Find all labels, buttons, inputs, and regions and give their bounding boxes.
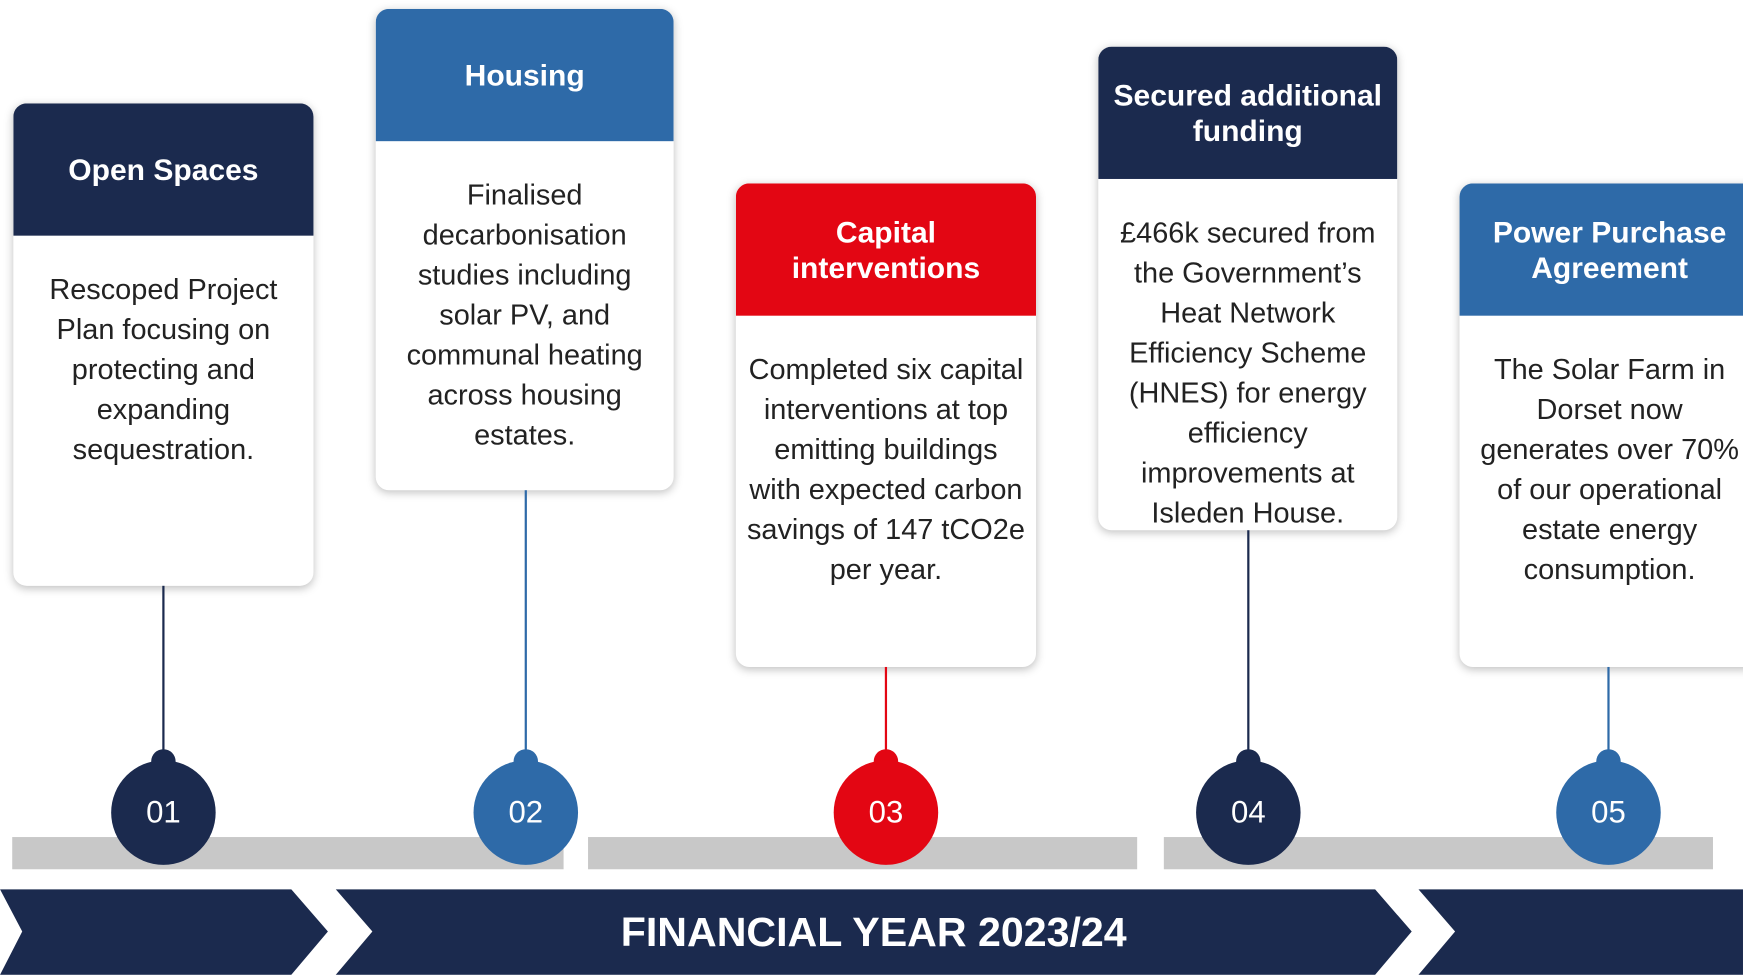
- card-title: Housing: [375, 8, 674, 142]
- chevron: [335, 889, 1412, 975]
- card-title: Open Spaces: [13, 103, 314, 236]
- card-title: Secured additional funding: [1098, 46, 1398, 179]
- card-body: Finalised decarbonisation studies includ…: [406, 177, 643, 452]
- card: Capital interventions Completed six capit…: [735, 183, 1037, 667]
- step-number: 02: [473, 760, 579, 865]
- card-body: £466k secured from the Government’s Heat…: [1120, 215, 1376, 530]
- card-body: Completed six capital interventions at t…: [746, 352, 1025, 586]
- step-number: 01: [111, 760, 216, 865]
- track: [12, 837, 564, 870]
- connector: [524, 490, 527, 761]
- footer-title: FINANCIAL YEAR 2023/24: [620, 908, 1127, 955]
- step-number: 03: [833, 760, 939, 865]
- connector: [1607, 666, 1610, 761]
- card-body: The Solar Farm in Dorset now generates o…: [1480, 352, 1739, 586]
- step-number: 05: [1556, 760, 1661, 865]
- chevrons: [0, 889, 1743, 975]
- card-title: Capital interventions: [735, 183, 1037, 316]
- chevron: [1418, 889, 1743, 975]
- card: Secured additional funding £466k secured …: [1098, 46, 1398, 531]
- card: Open Spaces Rescoped Project Plan focusin…: [13, 103, 314, 586]
- card: Power Purchase Agreement The Solar Farm i…: [1459, 183, 1743, 667]
- connector: [162, 585, 165, 761]
- chevron: [0, 889, 328, 975]
- card-body: Rescoped Project Plan focusing on protec…: [49, 272, 278, 466]
- card-title: Power Purchase Agreement: [1459, 183, 1743, 316]
- step-number: 04: [1196, 760, 1301, 865]
- connector: [1247, 530, 1250, 761]
- card: Housing Finalised decarbonisation studies…: [375, 8, 674, 491]
- connector: [884, 666, 888, 761]
